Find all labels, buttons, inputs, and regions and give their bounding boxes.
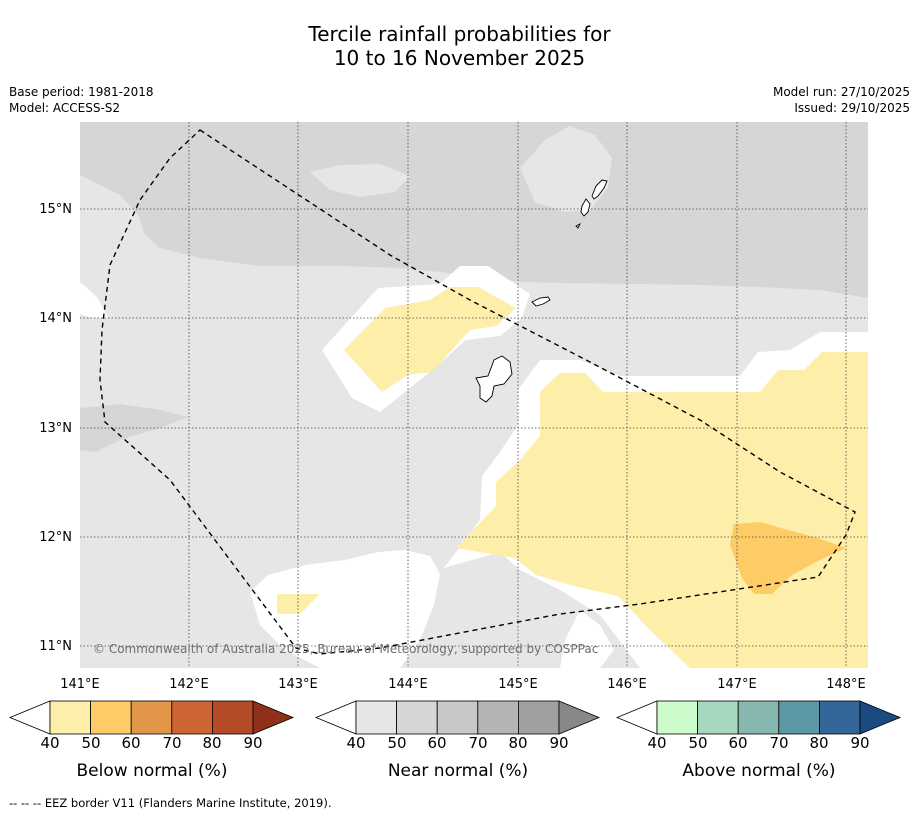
cbar0-tick-40: 40 — [40, 734, 60, 752]
near-normal-40-50-west — [80, 175, 138, 290]
graticule — [80, 122, 868, 668]
colorbar-cell-70 — [171, 700, 213, 735]
colorbar-cell-80 — [211, 700, 254, 735]
issued-date: Issued: 29/10/2025 — [794, 101, 910, 115]
model-name: Model: ACCESS-S2 — [9, 101, 121, 115]
lat-label-11n: 11°N — [39, 639, 72, 654]
colorbar-low-extend — [8, 700, 51, 735]
colorbar-below-normal-title: Below normal (%) — [76, 761, 228, 781]
white-area-south-east — [560, 610, 614, 668]
probability-fields — [80, 122, 868, 668]
near-normal-50-60-north — [80, 122, 868, 298]
copyright-text: © Commonwealth of Australia 2025, Bureau… — [93, 642, 598, 656]
aguijan-island — [575, 222, 582, 229]
below-normal-50-60-patch — [730, 522, 846, 594]
colorbar-cell-40 — [355, 700, 397, 735]
cbar2-tick-90: 90 — [850, 734, 870, 752]
colorbar-cell-60 — [737, 700, 780, 735]
colorbar-near-normal — [314, 700, 601, 735]
cbar1-tick-70: 70 — [468, 734, 488, 752]
colorbar-below-normal — [8, 700, 295, 735]
cbar0-tick-50: 50 — [81, 734, 101, 752]
colorbar-high-extend — [558, 700, 601, 735]
cbar0-tick-70: 70 — [162, 734, 182, 752]
islands — [475, 179, 608, 403]
model-run: Model run: 27/10/2025 — [772, 85, 910, 99]
cbar0-tick-80: 80 — [202, 734, 222, 752]
colorbar-cell-40 — [656, 700, 698, 735]
white-area-south — [250, 550, 440, 668]
white-notch-west — [80, 282, 108, 318]
colorbar-cell-80 — [518, 700, 560, 735]
colorbar-cell-70 — [477, 700, 519, 735]
cbar1-tick-90: 90 — [549, 734, 569, 752]
lat-label-15n: 15°N — [39, 202, 72, 217]
lon-label-141e: 141°E — [60, 677, 100, 692]
colorbar-cell-50 — [396, 700, 438, 735]
cbar1-tick-40: 40 — [346, 734, 366, 752]
cbar2-tick-60: 60 — [728, 734, 748, 752]
lat-label-13n: 13°N — [39, 421, 72, 436]
colorbar-cell-60 — [436, 700, 479, 735]
cbar1-tick-60: 60 — [427, 734, 447, 752]
base-period: Base period: 1981-2018 — [9, 85, 154, 99]
cbar2-tick-50: 50 — [688, 734, 708, 752]
lon-label-146e: 146°E — [607, 677, 647, 692]
eez-footnote: -- -- -- EEZ border V11 (Flanders Marine… — [9, 796, 332, 810]
title-line-1: Tercile rainfall probabilities for — [308, 22, 611, 46]
guam-island — [475, 355, 513, 403]
below-normal-40-50-south-small — [277, 594, 320, 614]
lon-label-144e: 144°E — [388, 677, 428, 692]
meta-right: Model run: 27/10/2025 Issued: 29/10/2025 — [773, 84, 910, 116]
cbar0-tick-90: 90 — [243, 734, 263, 752]
lon-label-147e: 147°E — [717, 677, 757, 692]
cbar2-tick-40: 40 — [647, 734, 667, 752]
meta-left: Base period: 1981-2018 Model: ACCESS-S2 — [9, 84, 154, 116]
colorbar-cell-70 — [778, 700, 820, 735]
colorbar-cell-60 — [130, 700, 173, 735]
lon-label-148e: 148°E — [826, 677, 866, 692]
eez-border — [99, 129, 856, 655]
cbar1-tick-50: 50 — [387, 734, 407, 752]
lon-label-142e: 142°E — [169, 677, 209, 692]
cbar2-tick-80: 80 — [809, 734, 829, 752]
colorbar-high-extend — [252, 700, 295, 735]
rota-island — [531, 296, 551, 307]
colorbar-above-normal-title: Above normal (%) — [682, 761, 836, 781]
colorbar-low-extend — [314, 700, 357, 735]
cbar2-tick-70: 70 — [769, 734, 789, 752]
cbar1-tick-80: 80 — [508, 734, 528, 752]
colorbar-cell-80 — [819, 700, 861, 735]
saipan-island — [591, 179, 608, 200]
lon-label-145e: 145°E — [498, 677, 538, 692]
tinian-island — [580, 198, 591, 217]
near-normal-40-50-patch-b — [310, 164, 410, 197]
colorbar-above-normal — [615, 700, 902, 735]
cbar0-tick-60: 60 — [121, 734, 141, 752]
colorbar-cell-50 — [697, 700, 739, 735]
colorbar-high-extend — [859, 700, 902, 735]
near-normal-40-50-patch-a — [520, 126, 612, 212]
colorbar-near-normal-title: Near normal (%) — [387, 761, 529, 781]
lat-label-14n: 14°N — [39, 311, 72, 326]
lat-label-12n: 12°N — [39, 530, 72, 545]
colorbar-low-extend — [615, 700, 658, 735]
title-line-2: 10 to 16 November 2025 — [333, 46, 586, 70]
lon-label-143e: 143°E — [278, 677, 318, 692]
colorbar-cell-40 — [49, 700, 91, 735]
colorbar-cell-50 — [90, 700, 132, 735]
below-normal-40-50-central — [344, 287, 516, 392]
